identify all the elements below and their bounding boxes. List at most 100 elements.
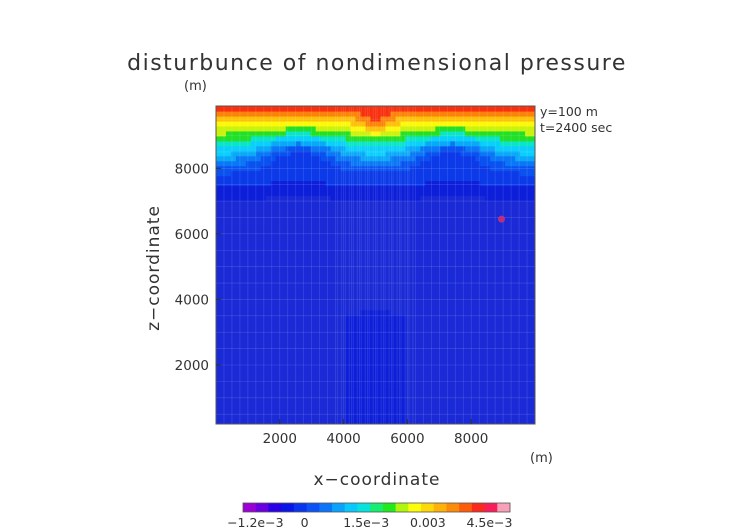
contour-cell xyxy=(275,384,282,390)
contour-cell xyxy=(415,409,421,415)
contour-cell xyxy=(420,364,426,370)
contour-cell xyxy=(220,294,227,301)
contour-cell xyxy=(500,319,506,326)
contour-cell xyxy=(410,175,416,182)
contour-cell xyxy=(430,165,436,172)
contour-cell xyxy=(295,120,302,127)
contour-cell xyxy=(216,419,222,424)
contour-cell xyxy=(390,140,397,147)
contour-cell xyxy=(510,120,516,127)
contour-cell xyxy=(290,190,297,197)
contour-cell xyxy=(485,354,491,361)
contour-cell xyxy=(285,389,292,395)
contour-cell xyxy=(355,155,362,162)
contour-cell xyxy=(295,389,302,395)
contour-cell xyxy=(460,160,466,167)
contour-cell xyxy=(245,160,252,167)
contour-cell xyxy=(310,274,317,281)
contour-cell xyxy=(415,379,421,385)
contour-cell xyxy=(310,220,317,226)
contour-cell xyxy=(490,274,496,281)
contour-cell xyxy=(235,245,242,251)
contour-cell xyxy=(225,115,232,122)
contour-cell xyxy=(350,399,357,405)
contour-cell xyxy=(495,205,501,211)
contour-cell xyxy=(520,304,526,311)
contour-cell xyxy=(430,225,436,231)
contour-cell xyxy=(335,364,342,370)
contour-cell xyxy=(470,299,476,306)
contour-cell xyxy=(405,250,411,256)
contour-cell xyxy=(445,394,451,400)
contour-cell xyxy=(340,409,347,415)
contour-cell xyxy=(216,389,222,395)
contour-cell xyxy=(455,364,461,370)
contour-cell xyxy=(245,125,252,132)
contour-cell xyxy=(315,200,322,206)
contour-cell xyxy=(490,304,496,311)
contour-cell xyxy=(230,260,237,266)
contour-cell xyxy=(216,404,222,410)
contour-cell xyxy=(245,245,252,251)
contour-cell xyxy=(400,106,406,112)
contour-cell xyxy=(415,220,421,226)
contour-cell xyxy=(470,394,476,400)
contour-cell xyxy=(390,180,397,187)
contour-cell xyxy=(380,389,387,395)
contour-cell xyxy=(235,225,242,231)
contour-cell xyxy=(500,165,506,172)
contour-cell xyxy=(435,265,441,271)
contour-cell xyxy=(325,294,332,301)
contour-cell xyxy=(430,250,436,256)
contour-cell xyxy=(225,265,232,271)
contour-cell xyxy=(250,409,257,415)
contour-cell xyxy=(475,364,481,370)
contour-cell xyxy=(440,190,446,197)
contour-cell xyxy=(345,419,352,424)
contour-cell xyxy=(510,220,516,226)
contour-cell xyxy=(395,329,402,336)
contour-cell xyxy=(295,190,302,197)
contour-cell xyxy=(500,106,506,112)
contour-cell xyxy=(480,389,486,395)
contour-cell xyxy=(335,339,342,346)
contour-cell xyxy=(280,140,287,147)
contour-cell xyxy=(465,269,471,276)
contour-cell xyxy=(390,289,397,296)
contour-cell xyxy=(435,160,441,167)
contour-cell xyxy=(285,409,292,415)
contour-cell xyxy=(485,170,491,177)
contour-cell xyxy=(285,165,292,172)
contour-cell xyxy=(460,334,466,341)
contour-cell xyxy=(285,314,292,321)
contour-cell xyxy=(250,110,257,117)
contour-cell xyxy=(525,145,531,152)
contour-cell xyxy=(425,384,431,390)
contour-cell xyxy=(435,115,441,122)
contour-cell xyxy=(310,279,317,286)
contour-cell xyxy=(515,120,521,127)
contour-cell xyxy=(455,210,461,216)
contour-cell xyxy=(480,140,486,147)
contour-cell xyxy=(530,140,535,147)
contour-cell xyxy=(295,250,302,256)
contour-cell xyxy=(310,399,317,405)
contour-cell xyxy=(255,404,262,410)
contour-cell xyxy=(485,379,491,385)
colorbar-swatch xyxy=(446,503,460,512)
contour-cell xyxy=(480,195,486,202)
contour-cell xyxy=(435,284,441,291)
contour-cell xyxy=(485,374,491,380)
contour-cell xyxy=(270,165,277,172)
contour-cell xyxy=(400,329,406,336)
contour-cell xyxy=(525,205,531,211)
contour-cell xyxy=(230,314,237,321)
contour-cell xyxy=(490,130,496,137)
contour-cell xyxy=(460,394,466,400)
contour-cell xyxy=(345,379,352,385)
contour-cell xyxy=(335,155,342,162)
contour-cell xyxy=(490,389,496,395)
contour-cell xyxy=(315,225,322,231)
contour-cell xyxy=(275,324,282,331)
contour-cell xyxy=(465,115,471,122)
